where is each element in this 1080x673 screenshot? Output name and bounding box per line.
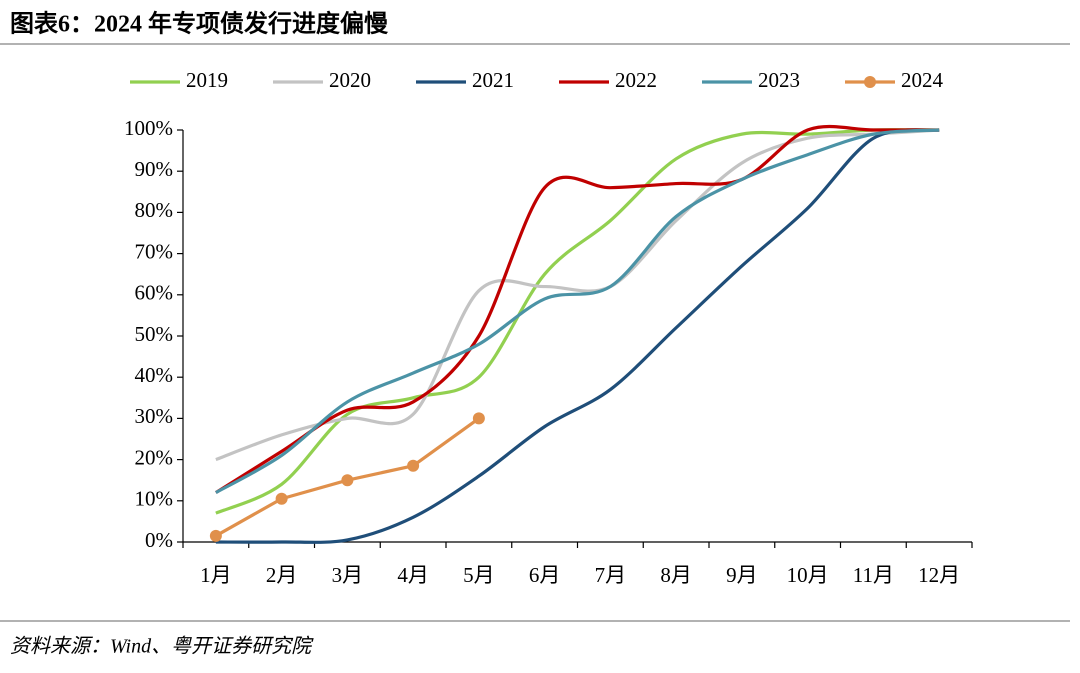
y-tick-label: 20% [135, 445, 174, 469]
legend-label: 2024 [901, 68, 944, 92]
x-tick-label: 7月 [595, 563, 627, 587]
x-tick-label: 3月 [332, 563, 364, 587]
point-marker [341, 474, 354, 487]
legend-marker [864, 76, 876, 88]
x-tick-label: 6月 [529, 563, 561, 587]
point-marker [209, 529, 222, 542]
point-marker [407, 459, 420, 472]
legend-label: 2021 [472, 68, 514, 92]
point-marker [472, 412, 485, 425]
legend-label: 2022 [615, 68, 657, 92]
series-line [215, 128, 940, 544]
x-tick-label: 4月 [397, 563, 429, 587]
x-tick-label: 11月 [853, 563, 894, 587]
y-tick-label: 30% [135, 404, 174, 428]
x-tick-label: 2月 [266, 563, 298, 587]
x-tick-label: 8月 [660, 563, 692, 587]
legend-label: 2019 [186, 68, 228, 92]
legend-label: 2020 [329, 68, 371, 92]
source-note: 资料来源：Wind、粤开证券研究院 [10, 636, 314, 658]
y-tick-label: 10% [135, 487, 174, 511]
y-tick-label: 50% [135, 322, 174, 346]
chart-title: 图表6：2024 年专项债发行进度偏慢 [10, 10, 389, 38]
point-marker [275, 492, 288, 505]
y-tick-label: 60% [135, 281, 174, 305]
series-line [215, 128, 940, 494]
x-tick-label: 12月 [918, 563, 960, 587]
series-line [215, 124, 940, 494]
x-tick-label: 1月 [200, 563, 232, 587]
x-tick-label: 9月 [726, 563, 758, 587]
series-line [215, 128, 940, 515]
series-line [215, 128, 940, 462]
x-tick-label: 5月 [463, 563, 495, 587]
x-tick-label: 10月 [787, 563, 829, 587]
y-tick-label: 40% [135, 363, 174, 387]
y-tick-label: 90% [135, 157, 174, 181]
y-tick-label: 100% [124, 116, 173, 140]
y-tick-label: 70% [135, 239, 174, 263]
y-tick-label: 0% [145, 528, 173, 552]
y-tick-label: 80% [135, 198, 174, 222]
legend-label: 2023 [758, 68, 800, 92]
